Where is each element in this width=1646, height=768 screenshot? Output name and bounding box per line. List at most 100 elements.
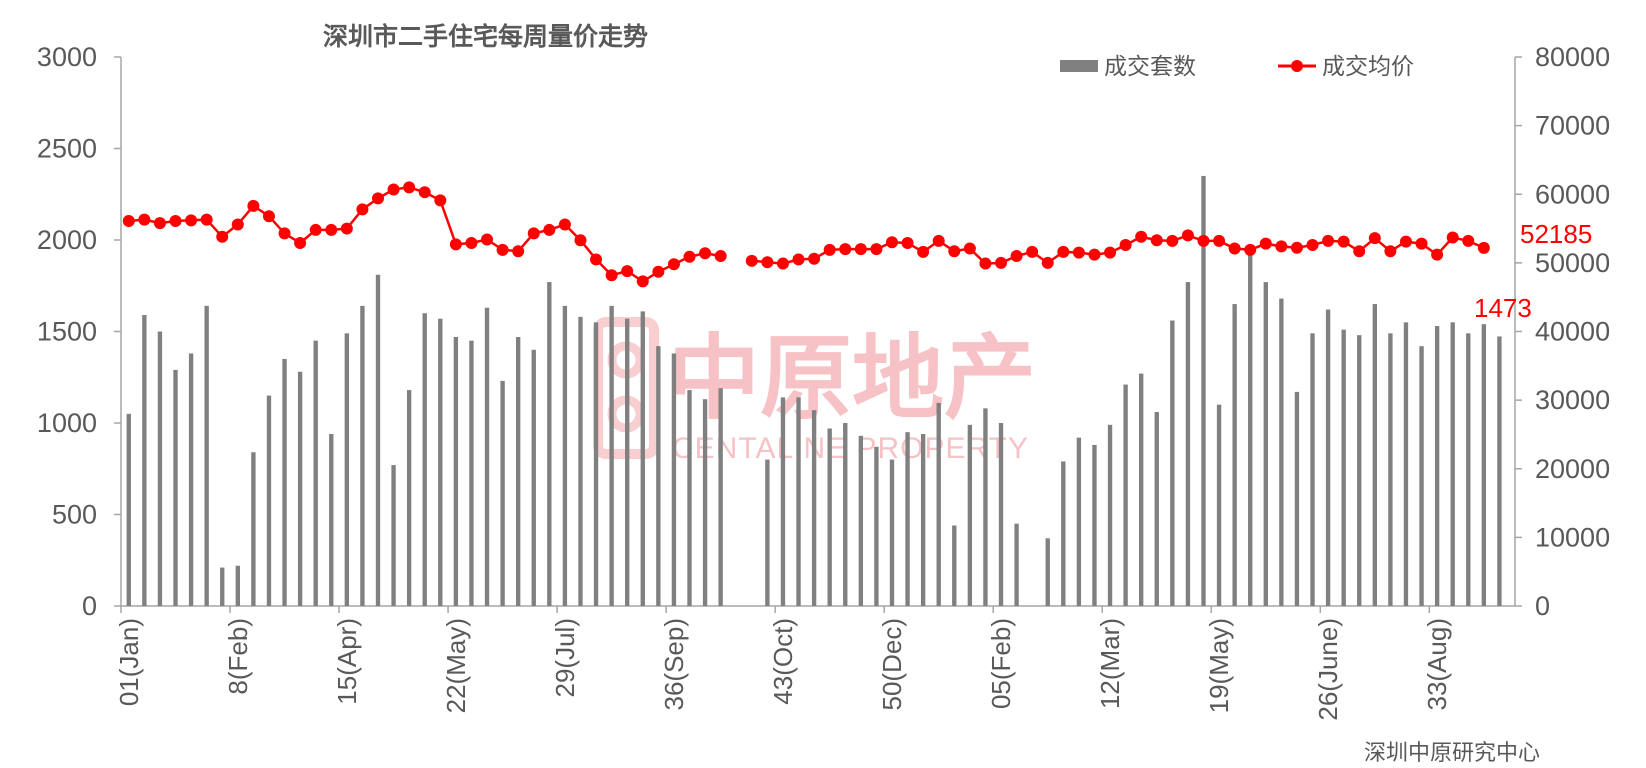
price-point	[200, 213, 213, 226]
legend: 成交套数 成交均价	[1060, 54, 1414, 80]
price-point	[761, 256, 774, 269]
price-point	[636, 275, 649, 288]
price-point	[543, 223, 556, 236]
price-point	[153, 217, 166, 230]
price-point	[808, 252, 821, 265]
price-point	[1104, 246, 1117, 259]
price-point	[403, 181, 416, 194]
volume-bar	[1372, 304, 1378, 606]
x-tick-label: 50(Dec)	[877, 618, 907, 710]
volume-bar	[656, 346, 661, 606]
price-point	[1213, 234, 1226, 247]
x-tick-label: 22(May)	[441, 618, 471, 713]
x-tick-label: 15(Apr)	[332, 618, 362, 705]
price-point	[1477, 241, 1490, 254]
price-point	[527, 227, 540, 240]
volume-bar	[1450, 322, 1455, 606]
x-tick-label: 05(Feb)	[986, 618, 1016, 709]
volume-bar	[609, 305, 614, 606]
price-point	[1010, 250, 1023, 263]
x-tick-label: 12(Mar)	[1095, 618, 1125, 709]
price-point	[278, 227, 291, 240]
x-tick-label: 01(Jan)	[114, 618, 144, 706]
legend-bar-label: 成交套数	[1104, 54, 1196, 80]
price-point	[870, 243, 883, 256]
volume-bar	[500, 380, 505, 606]
price-point	[371, 192, 384, 205]
volume-bar	[188, 353, 194, 606]
x-axis-ticks: 01(Jan) 8(Feb) 15(Apr) 22(May) 29(Jul) 36(Sep…	[114, 606, 1452, 721]
chart-title: 深圳市二手住宅每周量价走势	[323, 22, 648, 51]
left-tick-label: 3000	[37, 42, 97, 72]
price-point	[418, 186, 431, 199]
price-point	[901, 236, 914, 249]
price-point	[683, 250, 696, 263]
volume-bar	[1201, 175, 1206, 606]
volume-bar	[1014, 523, 1019, 606]
price-point	[1415, 237, 1428, 250]
volume-bar	[936, 402, 941, 606]
volume-bar	[780, 397, 786, 606]
source-label: 深圳中原研究中心	[1364, 741, 1540, 766]
price-point	[387, 183, 400, 196]
volume-bar	[1481, 324, 1487, 606]
volume-bar	[1045, 538, 1050, 606]
volume-bar	[858, 435, 864, 606]
volume-bar	[126, 413, 131, 606]
right-tick-label: 80000	[1535, 42, 1610, 72]
price-point	[792, 253, 805, 266]
volume-bar	[142, 315, 147, 606]
volume-bar	[344, 333, 350, 606]
volume-bar	[422, 313, 427, 606]
volume-bar	[718, 388, 723, 606]
price-point	[979, 257, 992, 270]
price-point	[1337, 235, 1350, 248]
legend-bar-swatch	[1060, 60, 1098, 72]
price-point	[1462, 234, 1475, 247]
volume-bar	[453, 336, 459, 606]
price-point	[185, 214, 198, 227]
price-point	[356, 203, 369, 216]
price-point	[122, 215, 135, 228]
legend-line-marker	[1291, 60, 1303, 72]
volume-bar	[874, 446, 879, 606]
volume-bar	[1419, 346, 1424, 606]
volume-bar	[640, 311, 645, 606]
x-tick-label: 29(Jul)	[550, 618, 580, 697]
price-point	[854, 243, 867, 256]
price-point	[1197, 234, 1210, 247]
right-tick-label: 60000	[1535, 179, 1610, 209]
right-tick-label: 40000	[1535, 317, 1610, 347]
price-point	[667, 258, 680, 271]
volume-bar	[1294, 391, 1300, 606]
price-point	[963, 242, 976, 255]
volume-bar	[1061, 461, 1066, 606]
price-point	[1431, 248, 1444, 261]
price-point	[465, 236, 478, 249]
volume-bar	[1263, 282, 1268, 606]
price-point	[1259, 237, 1272, 250]
price-point	[776, 257, 789, 270]
price-point	[1244, 243, 1257, 256]
price-point	[247, 199, 260, 212]
x-tick-label: 19(May)	[1204, 618, 1234, 713]
price-point	[839, 243, 852, 256]
volume-bar	[1107, 424, 1113, 606]
price-point	[590, 253, 603, 266]
volume-bar	[905, 432, 910, 606]
price-point	[1166, 234, 1179, 247]
price-point	[558, 218, 571, 231]
price-point	[823, 243, 836, 256]
volume-bar	[297, 371, 303, 606]
x-tick-label: 8(Feb)	[223, 618, 253, 695]
left-tick-label: 0	[82, 591, 97, 621]
price-point	[995, 256, 1008, 269]
price-point	[1119, 239, 1132, 252]
volume-bar	[1185, 282, 1191, 606]
price-point	[294, 236, 307, 249]
volume-bar	[827, 428, 832, 606]
volume-bar	[687, 390, 692, 606]
volume-bar	[1139, 373, 1144, 606]
volume-bar	[1310, 333, 1315, 606]
